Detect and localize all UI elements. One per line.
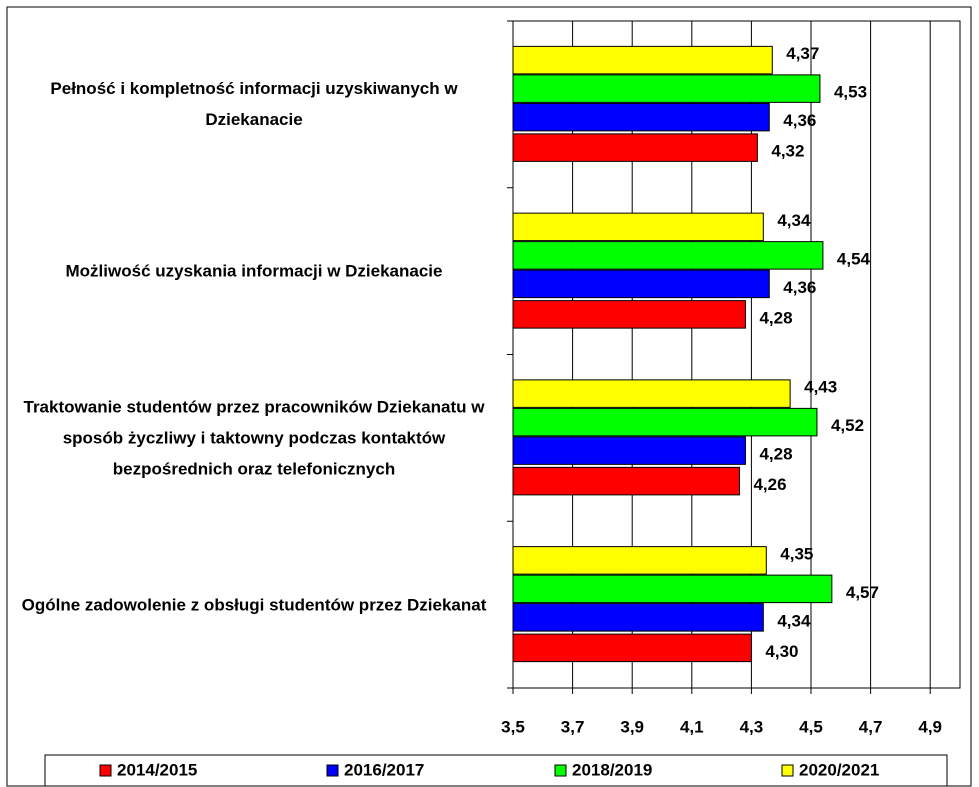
- x-tick-label: 3,5: [501, 717, 525, 736]
- value-label: 4,36: [783, 278, 816, 297]
- category-label: Możliwość uzyskania informacji w Dziekan…: [65, 261, 443, 281]
- value-label: 4,53: [834, 83, 867, 102]
- value-label: 4,34: [777, 611, 811, 630]
- value-label: 4,54: [837, 249, 871, 268]
- bar: [512, 546, 767, 575]
- bar: [512, 379, 791, 408]
- bar: [512, 74, 821, 103]
- value-label: 4,37: [786, 44, 819, 63]
- bar: [512, 633, 752, 663]
- value-label: 4,28: [759, 308, 792, 327]
- value-label: 4,26: [753, 475, 786, 494]
- legend-label: 2018/2019: [572, 760, 652, 779]
- category-label: Pełność i kompletność informacji uzyskiw…: [50, 79, 458, 130]
- value-label: 4,52: [831, 416, 864, 435]
- value-label: 4,57: [846, 583, 879, 602]
- x-tick-label: 3,9: [620, 717, 644, 736]
- bar: [512, 133, 758, 162]
- legend-swatch: [326, 764, 339, 777]
- bar: [512, 241, 824, 270]
- legend-swatch: [554, 764, 567, 777]
- bar: [512, 466, 740, 496]
- value-label: 4,36: [783, 111, 816, 130]
- value-label: 4,34: [777, 211, 811, 230]
- bar: [512, 212, 764, 242]
- bar: [512, 407, 818, 437]
- bar: [512, 269, 770, 299]
- category-label: Traktowanie studentów przez pracowników …: [23, 397, 485, 479]
- bar: [512, 45, 773, 75]
- x-tick-label: 4,1: [680, 717, 704, 736]
- legend-swatch: [99, 764, 112, 777]
- value-label: 4,43: [804, 378, 837, 397]
- legend-label: 2014/2015: [117, 760, 197, 779]
- legend-swatch: [781, 764, 794, 777]
- legend-box: [44, 754, 948, 787]
- bar: [512, 574, 833, 604]
- x-tick-label: 4,3: [740, 717, 764, 736]
- value-label: 4,30: [765, 642, 798, 661]
- bar: [512, 436, 746, 465]
- legend-label: 2016/2017: [344, 760, 424, 779]
- x-tick-label: 4,7: [859, 717, 883, 736]
- bar: [512, 603, 764, 632]
- bar: [512, 300, 746, 329]
- legend-label: 2020/2021: [799, 760, 879, 779]
- value-label: 4,35: [780, 544, 813, 563]
- value-label: 4,28: [759, 445, 792, 464]
- x-tick-label: 3,7: [561, 717, 585, 736]
- category-label: Ogólne zadowolenie z obsługi studentów p…: [21, 595, 487, 615]
- x-tick-label: 4,9: [918, 717, 942, 736]
- x-tick-label: 4,5: [799, 717, 823, 736]
- bar: [512, 102, 770, 132]
- value-label: 4,32: [771, 142, 804, 161]
